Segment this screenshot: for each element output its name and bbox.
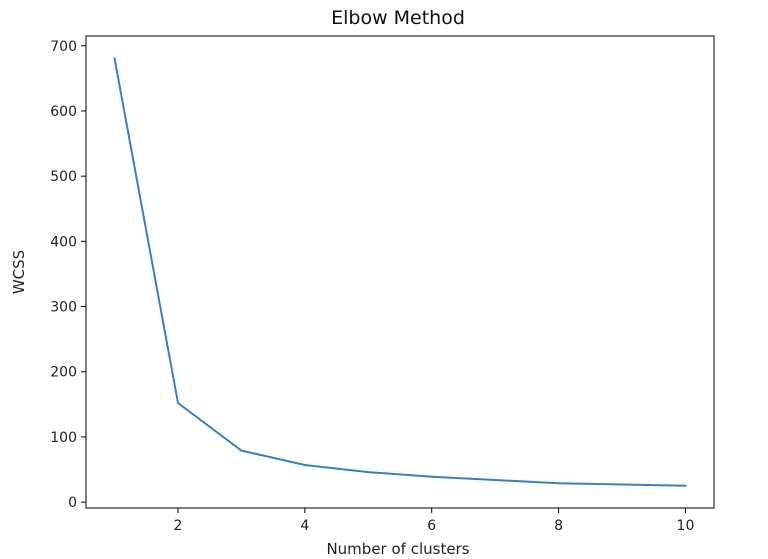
x-tick-label: 2 <box>174 518 183 534</box>
y-tick-label: 500 <box>50 169 77 185</box>
y-tick-label: 300 <box>50 300 77 316</box>
plot-frame <box>85 35 715 509</box>
y-axis-ticks: 0 100 200 300 400 500 600 700 <box>50 39 86 511</box>
y-axis-label: WCSS <box>10 250 28 294</box>
x-axis-ticks: 2 4 6 8 10 <box>174 508 695 534</box>
x-tick-label: 4 <box>300 518 309 534</box>
x-tick-label: 6 <box>427 518 436 534</box>
x-tick-label: 8 <box>554 518 563 534</box>
x-axis-label: Number of clusters <box>326 540 469 558</box>
y-tick-label: 0 <box>68 495 77 511</box>
y-tick-label: 600 <box>50 104 77 120</box>
chart-title: Elbow Method <box>331 7 465 29</box>
x-tick-label: 10 <box>677 518 695 534</box>
series-layer <box>113 57 687 487</box>
series-line-1 <box>113 57 687 487</box>
y-tick-label: 200 <box>50 365 77 381</box>
y-tick-label: 400 <box>50 234 77 250</box>
plot-area <box>86 36 714 508</box>
y-tick-label: 100 <box>50 430 77 446</box>
y-tick-label: 700 <box>50 39 77 55</box>
